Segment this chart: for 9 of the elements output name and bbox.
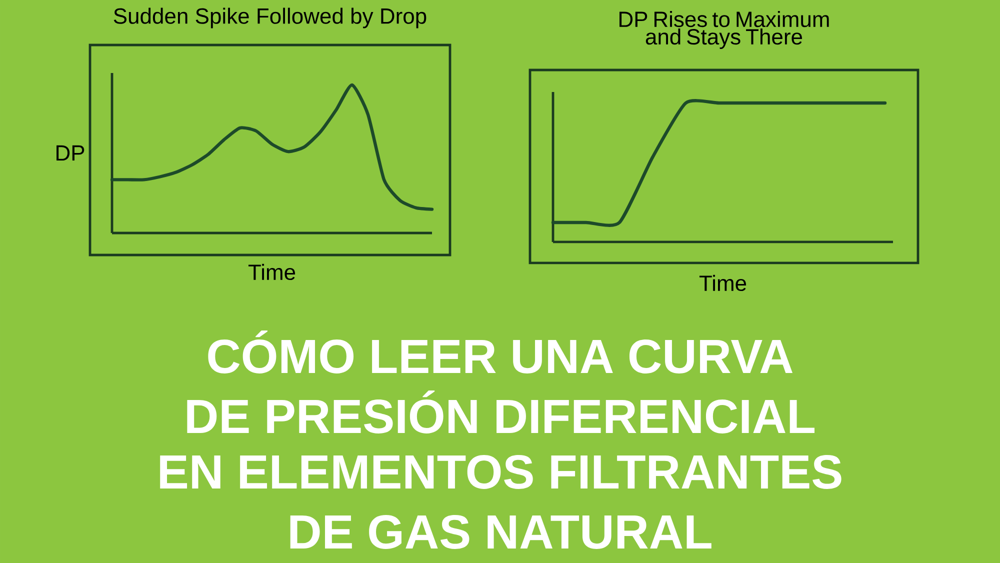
x-axis-title: Time — [248, 264, 296, 280]
text: DE PRESIÓN DIFERENCIAL — [187, 390, 814, 434]
text: EN ELEMENTOS FILTRANTES — [160, 455, 842, 489]
y-axis-title: DP — [56, 145, 84, 161]
chart-title: DP Rises to Maximum and Stays There — [620, 11, 829, 49]
text: CÓMO LEER UNA CURVA — [208, 330, 793, 374]
text: DE GAS NATURAL — [290, 515, 712, 549]
x-axis-title: Time — [699, 274, 746, 292]
chart-title: Sudden Spike Followed by Drop — [114, 8, 426, 28]
